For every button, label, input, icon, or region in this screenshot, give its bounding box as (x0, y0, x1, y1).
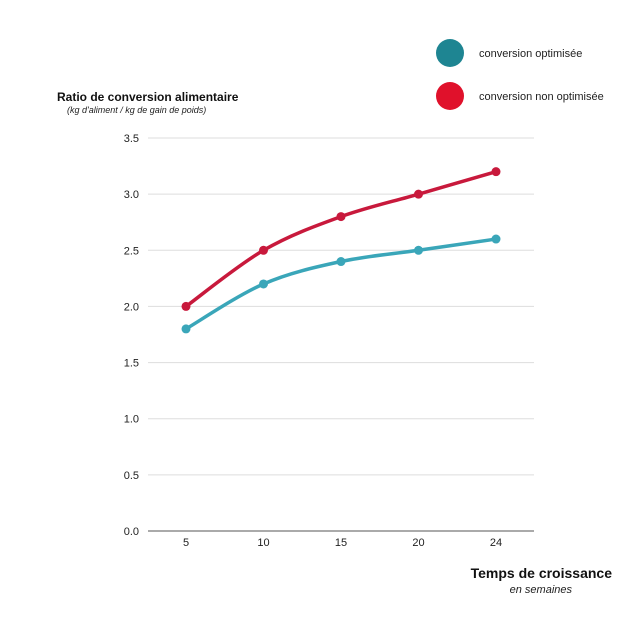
data-point-1-0 (181, 301, 191, 311)
y-tick-label: 0.0 (124, 526, 139, 538)
x-tick-labels: 5 10 15 20 24 (183, 537, 502, 549)
x-tick-label: 24 (490, 537, 502, 549)
y-tick-label: 1.0 (124, 414, 139, 426)
y-tick-label: 2.5 (124, 245, 139, 257)
data-point-0-0 (181, 324, 191, 334)
grid-lines (148, 137, 534, 532)
data-point-0-1 (259, 279, 268, 289)
y-tick-label: 1.5 (124, 358, 139, 370)
x-axis-subtitle: en semaines (510, 584, 573, 596)
data-point-1-1 (259, 245, 268, 255)
y-tick-label: 2.0 (124, 301, 139, 313)
series-line-1 (184, 169, 498, 309)
x-axis-title: Temps de croissance (471, 565, 613, 581)
series-layer (181, 167, 501, 334)
y-axis-subtitle: (kg d'aliment / kg de gain de poids) (67, 105, 206, 115)
legend-label-optimisee: conversion optimisée (479, 48, 582, 60)
data-point-1-3 (414, 189, 423, 199)
data-point-0-2 (336, 257, 346, 267)
x-tick-label: 20 (412, 537, 424, 549)
data-point-0-4 (491, 234, 501, 244)
data-point-1-4 (491, 167, 501, 177)
legend-marker-non-optimisee (436, 82, 464, 110)
legend-marker-optimisee (436, 39, 464, 67)
series-line-0 (184, 237, 498, 331)
y-tick-label: 0.5 (124, 470, 139, 482)
x-tick-label: 15 (335, 537, 347, 549)
x-tick-label: 10 (257, 537, 269, 549)
legend: conversion optimisée conversion non opti… (436, 39, 604, 110)
x-tick-label: 5 (183, 537, 189, 549)
y-tick-labels: 0.0 0.5 1.0 1.5 2.0 2.5 3.0 3.5 (124, 133, 139, 538)
y-tick-label: 3.5 (124, 133, 139, 145)
data-point-0-3 (414, 245, 423, 255)
data-point-1-2 (336, 212, 346, 222)
y-tick-label: 3.0 (124, 189, 139, 201)
legend-label-non-optimisee: conversion non optimisée (479, 91, 604, 103)
y-axis-title: Ratio de conversion alimentaire (57, 90, 239, 104)
